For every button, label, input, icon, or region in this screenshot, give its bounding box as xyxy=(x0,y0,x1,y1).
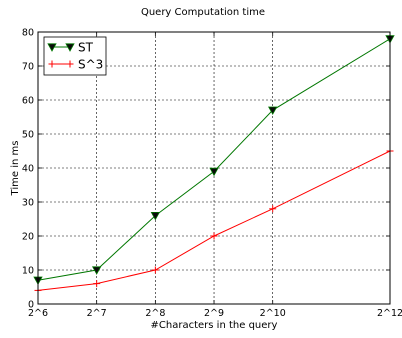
x-tick-label: 2^6 xyxy=(28,308,48,319)
data-point-st xyxy=(91,266,102,275)
y-tick-label: 10 xyxy=(22,266,34,277)
series-line-st xyxy=(37,38,391,281)
data-point-st xyxy=(150,211,161,221)
y-tick-label: 80 xyxy=(22,28,34,39)
data-point-s-3 xyxy=(269,205,277,213)
y-tick-label: 60 xyxy=(22,96,34,107)
legend-label-s-3: S^3 xyxy=(78,58,103,72)
y-tick-label: 20 xyxy=(22,232,34,243)
y-tick-label: 40 xyxy=(22,164,34,175)
data-point-s-3 xyxy=(93,280,101,288)
data-point-st xyxy=(268,106,278,116)
y-tick-label: 50 xyxy=(22,130,34,141)
legend-marker-st xyxy=(47,43,57,52)
legend-marker-s-3 xyxy=(66,60,74,68)
data-point-st xyxy=(209,167,219,177)
data-point-s-3 xyxy=(151,266,159,274)
y-tick-label: 70 xyxy=(22,62,34,73)
x-tick-label: 2^12 xyxy=(377,308,402,319)
x-tick-label: 2^7 xyxy=(87,308,107,319)
legend: ST S^3 xyxy=(43,36,107,76)
axis-ticks: 2^6 2^7 2^8 2^9 2^10 2^12 0 10 20 30 40 50 60 70 80 xyxy=(22,28,402,320)
x-tick-label: 2^9 xyxy=(204,308,224,319)
legend-marker-s-3 xyxy=(48,60,56,68)
chart-title: Query Computation time xyxy=(141,7,265,18)
y-tick-label: 30 xyxy=(22,198,34,209)
x-tick-label: 2^10 xyxy=(260,308,286,319)
x-axis-label: #Characters in the query xyxy=(151,320,278,331)
legend-marker-st xyxy=(65,43,75,52)
series-line-s-3 xyxy=(37,150,391,291)
y-tick-label: 0 xyxy=(28,300,34,311)
x-tick-label: 2^8 xyxy=(145,308,165,319)
data-point-s-3 xyxy=(210,232,218,240)
legend-label-st: ST xyxy=(78,41,94,55)
legend-box xyxy=(43,36,107,76)
y-axis-label: Time in ms xyxy=(10,141,21,197)
